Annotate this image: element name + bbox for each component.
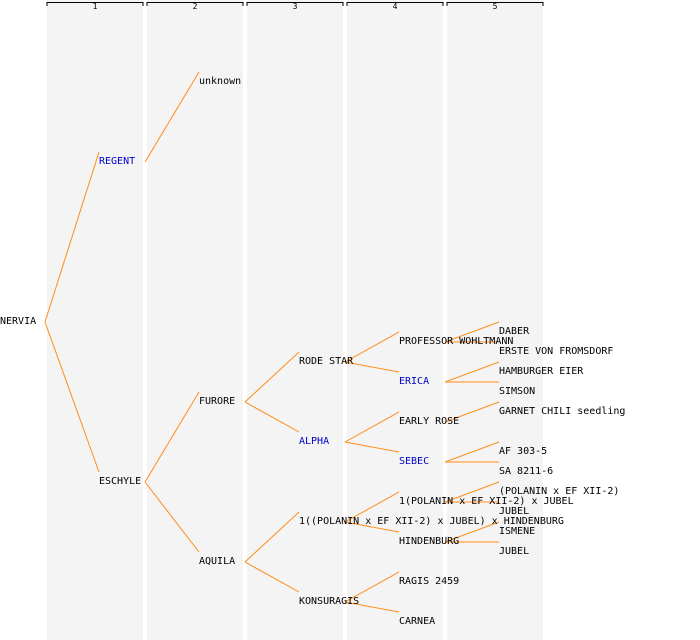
pedigree-edge	[244, 351, 300, 403]
pedigree-node: EARLY ROSE	[399, 416, 459, 427]
pedigree-edge	[344, 331, 400, 363]
pedigree-edge	[344, 361, 400, 373]
pedigree-node: FURORE	[199, 396, 235, 407]
pedigree-node: 1((POLANIN x EF XII-2) x JUBEL) x HINDEN…	[299, 516, 564, 527]
pedigree-edge	[144, 71, 200, 163]
generation-column-1	[47, 0, 143, 640]
pedigree-node: JUBEL	[499, 546, 529, 557]
generation-number: 3	[293, 2, 298, 11]
pedigree-edge	[444, 441, 500, 463]
pedigree-edge	[444, 481, 500, 503]
pedigree-node: unknown	[199, 76, 241, 87]
pedigree-node: RAGIS 2459	[399, 576, 459, 587]
pedigree-node: GARNET CHILI seedling	[499, 406, 625, 417]
pedigree-node: AQUILA	[199, 556, 235, 567]
pedigree-edge	[344, 441, 400, 453]
labels-layer: unknown REGENT DABER ERSTE VON FROMSDORFPRO…	[0, 76, 625, 627]
pedigree-edge	[244, 561, 300, 593]
pedigree-edge	[44, 151, 100, 323]
pedigree-node-link[interactable]: SEBEC	[399, 456, 429, 467]
pedigree-edge	[444, 521, 500, 543]
pedigree-node: HAMBURGER EIER	[499, 366, 584, 377]
pedigree-node: ESCHYLE	[99, 476, 141, 487]
pedigree-edge	[444, 361, 500, 383]
pedigree-node: HINDENBURG	[399, 536, 459, 547]
pedigree-edge	[344, 571, 400, 603]
generation-column-5	[447, 0, 543, 640]
pedigree-edge	[144, 481, 200, 553]
pedigree-edge	[244, 401, 300, 433]
pedigree-node-link[interactable]: REGENT	[99, 156, 135, 167]
pedigree-node: AF 303-5	[499, 446, 547, 457]
pedigree-node: SA 8211-6	[499, 466, 553, 477]
generation-number: 1	[93, 2, 98, 11]
pedigree-node: CARNEA	[399, 616, 435, 627]
pedigree-node: NERVIA	[0, 316, 36, 327]
pedigree-edge	[344, 491, 400, 523]
pedigree-edge	[44, 321, 100, 473]
pedigree-edge	[444, 401, 500, 423]
pedigree-node: KONSURAGIS	[299, 596, 359, 607]
pedigree-edge	[344, 411, 400, 443]
pedigree-edge	[144, 391, 200, 483]
generation-number: 5	[493, 2, 498, 11]
pedigree-node: 1(POLANIN x EF XII-2) x JUBEL	[399, 496, 574, 507]
pedigree-node: RODE STAR	[299, 356, 354, 367]
pedigree-node-link[interactable]: ALPHA	[299, 436, 329, 447]
pedigree-edge	[444, 321, 500, 343]
generation-number: 2	[193, 2, 198, 11]
generation-column-4	[347, 0, 443, 640]
generation-column-2	[147, 0, 243, 640]
edges-layer	[44, 71, 500, 613]
generation-column-3	[247, 0, 343, 640]
pedigree-node: (POLANIN x EF XII-2)	[499, 486, 619, 497]
pedigree-node: PROFESSOR WOHLTMANN	[399, 336, 513, 347]
pedigree-node: JUBEL	[499, 506, 529, 517]
pedigree-edge	[344, 521, 400, 533]
pedigree-node: DABER	[499, 326, 530, 337]
pedigree-node: ISMENE	[499, 526, 535, 537]
pedigree-edge	[344, 601, 400, 613]
pedigree-node: SIMSON	[499, 386, 535, 397]
pedigree-node: ERSTE VON FROMSDORF	[499, 346, 613, 357]
pedigree-edge	[244, 511, 300, 563]
pedigree-node-link[interactable]: ERICA	[399, 376, 429, 387]
generation-number: 4	[393, 2, 398, 11]
